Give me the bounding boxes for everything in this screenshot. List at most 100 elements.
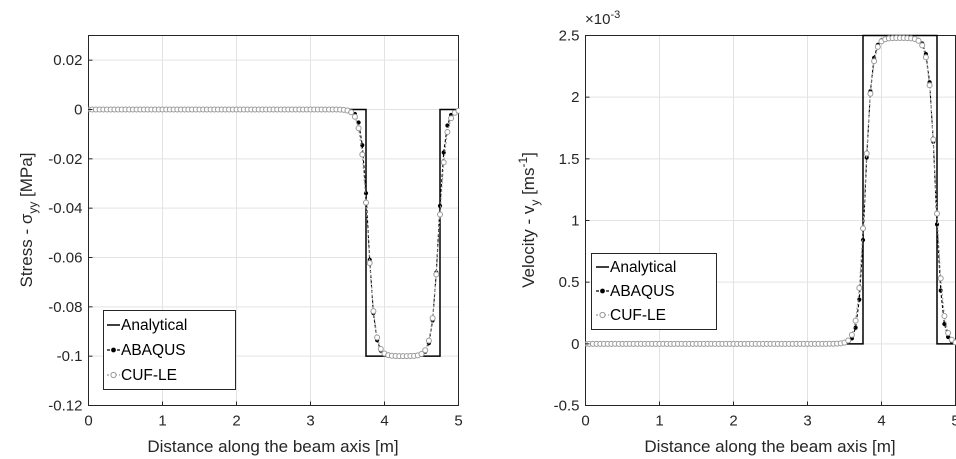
legend-cuf-label: CUF-LE — [121, 367, 177, 384]
velocity-exponent-label: ×10-3 — [585, 9, 620, 28]
velocity-y-axis-label-unit: [ms — [519, 168, 538, 200]
velocity-cuf-point — [856, 285, 863, 292]
velocity-series — [585, 34, 956, 347]
stress-cuf-point — [433, 271, 440, 278]
stress-cuf-point — [348, 109, 355, 116]
stress-cuf-point — [355, 125, 362, 132]
stress-y-tick-label: -0.06 — [48, 250, 82, 267]
velocity-x-tick-label: 0 — [581, 413, 589, 430]
stress-x-tick-label: 3 — [306, 413, 314, 430]
stress-cuf-point — [374, 334, 381, 341]
velocity-cuf-point — [930, 136, 937, 143]
stress-y-axis-label: Stress - σyy [MPa] — [17, 153, 40, 288]
stress-cuf-point — [455, 107, 460, 114]
velocity-cuf-point — [845, 337, 852, 344]
stress-x-tick-label: 1 — [158, 413, 166, 430]
velocity-x-tick-label: 1 — [655, 413, 663, 430]
velocity-cuf-point — [934, 210, 940, 217]
stress-ticks: 0 1 2 3 4 5 -0.12 -0.1 -0.08 -0.06 -0.04 -0.02 0 0.02 — [48, 52, 462, 429]
legend-cuf-label: CUF-LE — [610, 307, 666, 324]
velocity-y-axis-label-sub: y — [528, 200, 542, 206]
velocity-legend: Analytical ABAQUS CUF-LE — [591, 253, 717, 330]
stress-cuf-point — [444, 128, 451, 135]
stress-y-tick-label: 0 — [74, 102, 82, 119]
legend-abaqus-marker — [111, 347, 116, 353]
velocity-x-tick-label: 5 — [951, 413, 956, 430]
stress-x-tick-label: 4 — [380, 413, 388, 430]
velocity-chart: 0 1 2 3 4 5-0.500.511.522.5 ×10-3 Distance al… — [516, 9, 956, 456]
stress-cuf-point — [351, 113, 358, 120]
stress-cuf-point — [425, 337, 432, 344]
stress-y-tick-label: -0.1 — [57, 348, 83, 365]
stress-legend: Analytical ABAQUS CUF-LE — [103, 310, 236, 390]
stress-x-axis-label: Distance along the beam axis [m] — [147, 437, 398, 456]
velocity-cuf-point — [941, 312, 948, 319]
velocity-cuf-point — [867, 90, 874, 97]
velocity-x-tick-label: 4 — [877, 413, 885, 430]
velocity-cuf-point — [874, 43, 881, 50]
stress-y-tick-label: 0.02 — [53, 52, 82, 69]
velocity-y-axis-label-end: ] — [519, 152, 538, 157]
velocity-y-tick-label: 2 — [571, 89, 579, 106]
stress-series — [88, 106, 460, 360]
legend-abaqus-marker — [600, 288, 605, 294]
velocity-abaqus-point — [853, 325, 858, 330]
stress-x-tick-label: 5 — [454, 413, 462, 430]
stress-cuf-point — [370, 308, 377, 315]
velocity-cuf-point — [871, 58, 878, 65]
velocity-exponent-sup: -3 — [610, 9, 620, 21]
stress-y-tick-label: -0.02 — [48, 151, 82, 168]
velocity-y-tick-label: 1 — [571, 213, 579, 230]
velocity-abaqus-point — [946, 334, 951, 340]
velocity-ticks: 0 1 2 3 4 5-0.500.511.522.5 — [554, 28, 956, 430]
stress-y-axis-label-unit: [MPa] — [17, 153, 36, 202]
stress-cuf-point — [359, 151, 366, 158]
legend-analytical-label: Analytical — [610, 259, 676, 276]
velocity-grid — [585, 35, 956, 406]
velocity-y-tick-label: 2.5 — [559, 28, 580, 45]
stress-cuf-point — [437, 211, 443, 218]
velocity-y-tick-label: 1.5 — [559, 151, 580, 168]
stress-cuf-point — [377, 345, 384, 352]
velocity-y-axis-label: Velocity - vy [ms-1] — [516, 152, 542, 288]
stress-cuf-point — [448, 115, 455, 122]
velocity-cuf-point — [863, 150, 870, 157]
stress-cuf-point — [363, 199, 369, 206]
velocity-cuf-point — [919, 42, 926, 49]
legend-abaqus-label: ABAQUS — [121, 342, 186, 359]
velocity-cuf-point — [915, 37, 922, 44]
legend-analytical-label: Analytical — [121, 317, 187, 334]
stress-cuf-point — [366, 260, 373, 267]
stress-y-tick-label: -0.12 — [48, 398, 82, 415]
velocity-cuf-point — [852, 317, 859, 324]
velocity-y-tick-label: 0.5 — [559, 274, 580, 291]
velocity-x-axis-label: Distance along the beam axis [m] — [644, 437, 895, 456]
stress-y-axis-label-sub: yy — [26, 202, 40, 214]
stress-chart: 0 1 2 3 4 5 -0.12 -0.1 -0.08 -0.06 -0.04 -0.02 0 0.02… — [17, 35, 463, 456]
velocity-cuf-point — [860, 225, 866, 232]
velocity-cuf-point — [945, 329, 952, 336]
velocity-abaqus-point — [860, 237, 866, 243]
velocity-y-tick-label: 0 — [571, 336, 579, 353]
stress-plot-frame — [88, 35, 459, 406]
stress-x-tick-label: 2 — [232, 413, 240, 430]
velocity-cuf-point — [848, 331, 855, 338]
velocity-legend-box — [591, 253, 717, 330]
velocity-x-tick-label: 3 — [803, 413, 811, 430]
velocity-cuf-point — [937, 275, 944, 282]
stress-abaqus-point — [363, 191, 369, 196]
velocity-y-axis-label-sup: -1 — [516, 157, 530, 168]
velocity-x-tick-label: 2 — [729, 413, 737, 430]
stress-cuf-point — [440, 159, 447, 166]
stress-cuf-point — [429, 315, 436, 322]
stress-cuf-point — [422, 347, 429, 354]
legend-cuf-marker — [110, 371, 117, 379]
legend-cuf-marker — [599, 311, 606, 319]
velocity-cuf-point — [926, 82, 933, 89]
stress-cuf-point — [418, 350, 425, 357]
legend-abaqus-label: ABAQUS — [610, 283, 675, 300]
stress-x-tick-label: 0 — [84, 413, 92, 430]
velocity-cuf-point — [922, 54, 929, 61]
stress-legend-box — [103, 310, 236, 390]
